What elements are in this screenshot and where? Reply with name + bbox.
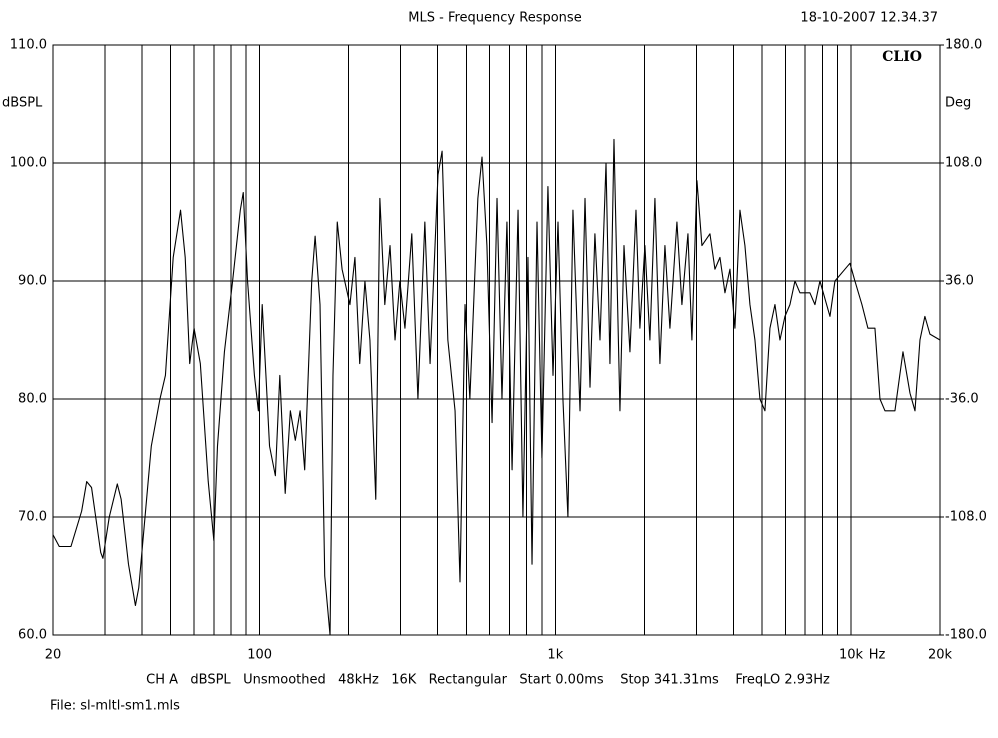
- x-tick-label: 20: [45, 648, 62, 663]
- y-tick-label: 100.0: [10, 156, 47, 171]
- y2-tick-label: -180.0: [945, 628, 987, 643]
- y-axis-label: dBSPL: [2, 96, 43, 111]
- chart-title: MLS - Frequency Response: [408, 11, 581, 26]
- timestamp: 18-10-2007 12.34.37: [800, 11, 938, 26]
- brand-label: CLIO: [882, 49, 922, 65]
- x-tick-label: 1k: [547, 648, 563, 663]
- y-tick-label: 70.0: [18, 510, 47, 525]
- y-tick-label: 80.0: [18, 392, 47, 407]
- x-unit-label: Hz: [869, 648, 886, 663]
- x-tick-label: 100: [247, 648, 272, 663]
- y-tick-label: 60.0: [18, 628, 47, 643]
- y2-tick-label: 180.0: [945, 38, 982, 53]
- y-tick-label: 110.0: [10, 38, 47, 53]
- y-tick-label: 90.0: [18, 274, 47, 289]
- y2-tick-label: -36.0: [945, 392, 979, 407]
- y2-tick-label: 36.0: [945, 274, 974, 289]
- y2-tick-label: 108.0: [945, 156, 982, 171]
- settings-line: CH A dBSPL Unsmoothed 48kHz 16K Rectangu…: [146, 673, 830, 688]
- x-tick-label: 20k: [928, 648, 953, 663]
- file-line: File: sl-mltl-sm1.mls: [50, 699, 180, 714]
- y2-axis-label: Deg: [945, 96, 971, 111]
- x-tick-label: 10k: [839, 648, 864, 663]
- response-line: [52, 138, 941, 636]
- y2-tick-label: -108.0: [945, 510, 987, 525]
